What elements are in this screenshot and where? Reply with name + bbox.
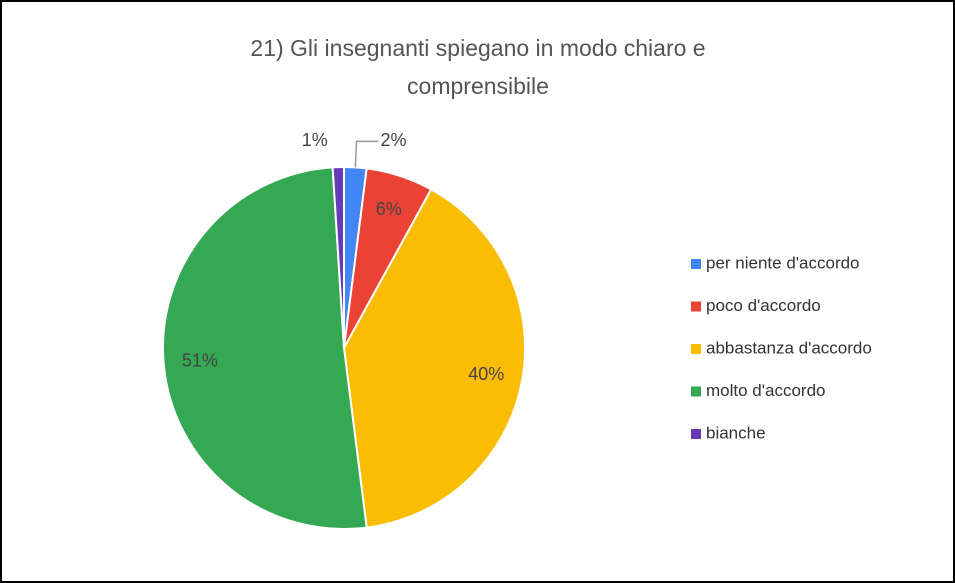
legend-swatch <box>691 429 701 439</box>
legend-swatch <box>691 344 701 354</box>
chart-title: 21) Gli insegnanti spiegano in modo chia… <box>250 35 705 99</box>
data-label: 1% <box>302 130 328 150</box>
legend-label: poco d'accordo <box>706 296 821 315</box>
data-label: 51% <box>182 350 218 370</box>
legend-label: abbastanza d'accordo <box>706 338 872 357</box>
data-label: 2% <box>380 130 406 150</box>
legend-label: per niente d'accordo <box>706 253 860 272</box>
data-label: 40% <box>468 364 504 384</box>
data-label: 6% <box>376 199 402 219</box>
legend-swatch <box>691 259 701 269</box>
legend-label: molto d'accordo <box>706 381 825 400</box>
legend-label: bianche <box>706 423 766 442</box>
legend-swatch <box>691 301 701 312</box>
pie-slice <box>342 188 526 529</box>
legend-swatch <box>691 386 701 397</box>
pie-slice <box>162 166 368 530</box>
leader-line <box>354 140 379 168</box>
pie-slice <box>331 165 345 349</box>
